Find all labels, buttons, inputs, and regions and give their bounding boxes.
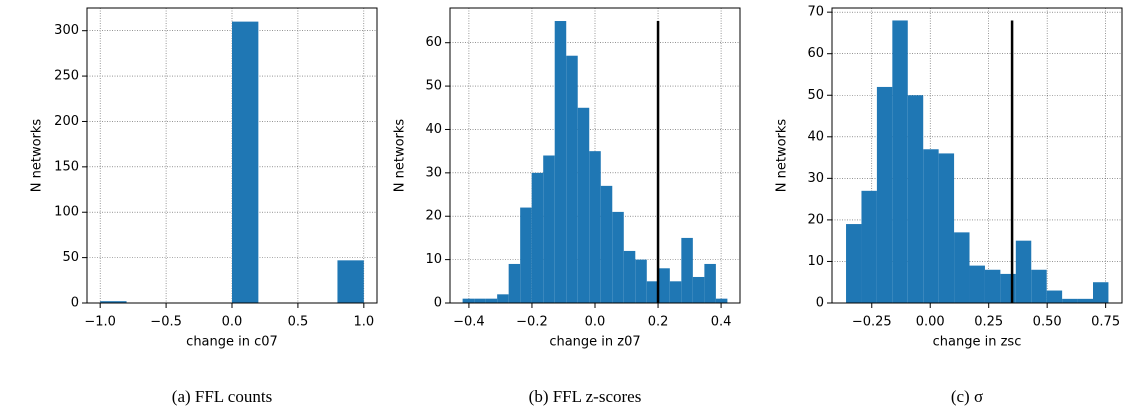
x-tick-label: 0.75 <box>1091 315 1120 330</box>
y-tick-label: 200 <box>54 114 79 129</box>
bar <box>600 185 613 303</box>
bar <box>658 268 670 303</box>
bar <box>485 298 498 303</box>
bar <box>646 281 659 303</box>
bar <box>566 55 578 304</box>
plot-frame <box>86 7 378 304</box>
bar <box>704 263 716 303</box>
y-tick-label: 40 <box>807 129 824 144</box>
bar <box>623 250 636 303</box>
y-axis-label: N networks <box>393 119 408 193</box>
y-tick-label: 150 <box>54 159 79 174</box>
x-tick-label: −0.2 <box>516 315 548 330</box>
y-tick-label: 300 <box>54 23 79 38</box>
x-tick-label: 0.25 <box>974 315 1003 330</box>
bar <box>612 211 624 303</box>
plot-frame <box>449 7 741 304</box>
bar <box>337 260 364 303</box>
bar <box>692 276 705 303</box>
y-tick-label: 0 <box>434 296 442 311</box>
bar <box>100 301 127 303</box>
caption: (a) FFL counts <box>172 387 272 406</box>
y-tick-label: 30 <box>807 171 824 186</box>
x-tick-label: −1.0 <box>84 315 116 330</box>
x-axis-label: change in zsc <box>933 335 1022 350</box>
bar <box>1015 240 1032 303</box>
y-tick-label: 30 <box>425 165 442 180</box>
y-tick-label: 100 <box>54 205 79 220</box>
y-axis-label: N networks <box>30 119 45 193</box>
x-tick-label: 1.0 <box>353 315 374 330</box>
bar <box>1093 282 1109 303</box>
y-tick-label: 0 <box>816 296 824 311</box>
bar <box>1077 298 1093 303</box>
y-tick-label: 60 <box>425 35 442 50</box>
bar <box>462 298 475 303</box>
bar <box>520 207 532 303</box>
bar <box>846 224 862 303</box>
bar <box>892 20 908 304</box>
y-tick-label: 10 <box>807 254 824 269</box>
bar <box>907 95 924 303</box>
bar <box>669 281 682 303</box>
y-tick-label: 250 <box>54 69 79 84</box>
bar <box>876 86 893 303</box>
bar <box>1062 298 1078 303</box>
caption: (c) σ <box>951 387 983 406</box>
x-axis-label: change in c07 <box>186 335 278 350</box>
y-tick-label: 70 <box>807 5 824 20</box>
y-tick-label: 60 <box>807 46 824 61</box>
x-axis-label: change in z07 <box>549 335 640 350</box>
bar <box>1046 290 1063 303</box>
y-tick-label: 10 <box>425 252 442 267</box>
bar <box>577 107 590 303</box>
bar <box>938 153 955 303</box>
bar <box>984 269 1001 303</box>
x-tick-label: 0.0 <box>585 315 606 330</box>
bar <box>715 298 728 303</box>
bar <box>589 151 601 303</box>
x-tick-label: −0.4 <box>453 315 485 330</box>
bar <box>1000 273 1016 303</box>
y-axis-label: N networks <box>775 119 790 193</box>
x-tick-label: 0.0 <box>222 315 243 330</box>
x-tick-label: −0.25 <box>852 315 892 330</box>
bar <box>954 232 970 303</box>
caption: (b) FFL z-scores <box>529 387 642 406</box>
y-tick-label: 20 <box>807 212 824 227</box>
bar <box>969 265 985 303</box>
bar <box>681 237 693 303</box>
bar <box>232 21 259 303</box>
bar <box>474 298 486 303</box>
bar <box>531 172 544 303</box>
x-tick-label: 0.4 <box>711 315 732 330</box>
bar <box>497 294 509 303</box>
plot-frame <box>831 7 1123 304</box>
bar <box>554 21 567 303</box>
bar <box>1031 269 1047 303</box>
y-tick-label: 50 <box>807 88 824 103</box>
y-tick-label: 40 <box>425 122 442 137</box>
bar <box>635 259 647 303</box>
x-tick-label: −0.5 <box>150 315 182 330</box>
x-tick-label: 0.2 <box>648 315 669 330</box>
y-tick-label: 20 <box>425 209 442 224</box>
x-tick-label: 0.5 <box>288 315 309 330</box>
x-tick-label: 0.00 <box>916 315 945 330</box>
x-tick-label: 0.50 <box>1033 315 1062 330</box>
y-tick-label: 50 <box>425 79 442 94</box>
bar <box>861 190 877 303</box>
y-tick-label: 50 <box>62 250 79 265</box>
bar <box>508 263 521 303</box>
bar <box>543 155 555 303</box>
y-tick-label: 0 <box>71 296 79 311</box>
bar <box>923 149 939 303</box>
